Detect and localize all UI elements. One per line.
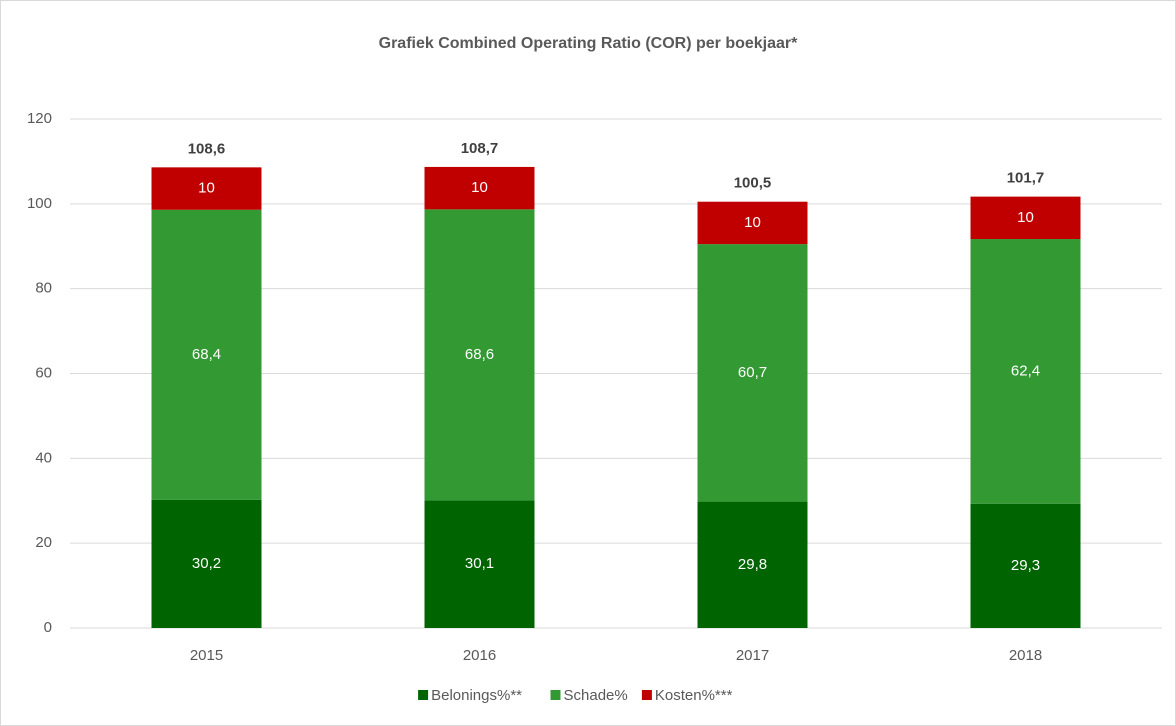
data-label: 10 [744,214,761,231]
bar-segment [151,499,262,628]
y-tick-label: 40 [35,449,52,466]
legend-swatch [641,690,652,700]
data-label: 68,4 [192,346,221,363]
y-tick-label: 0 [44,619,52,636]
total-label: 108,6 [188,140,226,157]
legend-swatch [550,690,561,700]
legend-label: Belonings%** [431,687,522,704]
y-tick-label: 100 [27,195,52,212]
data-label: 29,8 [738,556,767,573]
y-tick-label: 80 [35,280,52,297]
total-label: 100,5 [734,175,772,192]
bar-segment [697,201,808,245]
data-label: 10 [198,180,215,197]
bar-segment [424,500,535,628]
data-label: 10 [1017,209,1034,226]
x-tick-label: 2017 [736,647,769,664]
bar-segment [970,196,1081,240]
total-label: 101,7 [1007,170,1045,187]
bar-segment [697,501,808,628]
data-label: 30,1 [465,555,494,572]
bar-segment [697,244,808,502]
chart-title: Grafiek Combined Operating Ratio (COR) p… [379,35,799,52]
bar-segment [151,209,262,500]
x-tick-label: 2018 [1009,647,1042,664]
x-tick-label: 2015 [190,647,223,664]
data-label: 60,7 [738,364,767,381]
y-tick-label: 20 [35,534,52,551]
legend-swatch [418,690,429,700]
bar-segment [970,503,1081,628]
data-label: 62,4 [1011,362,1040,379]
data-label: 10 [471,179,488,196]
data-label: 68,6 [465,346,494,363]
data-label: 30,2 [192,555,221,572]
bar-segment [970,239,1081,504]
y-tick-label: 60 [35,364,52,381]
bar-segment [424,209,535,501]
data-label: 29,3 [1011,557,1040,574]
legend-label: Schade% [564,687,628,704]
bar-segment [424,166,535,210]
total-label: 108,7 [461,140,499,157]
x-tick-label: 2016 [463,647,496,664]
legend-label: Kosten%*** [655,687,733,704]
bar-segment [151,167,262,210]
y-tick-label: 120 [27,110,52,127]
